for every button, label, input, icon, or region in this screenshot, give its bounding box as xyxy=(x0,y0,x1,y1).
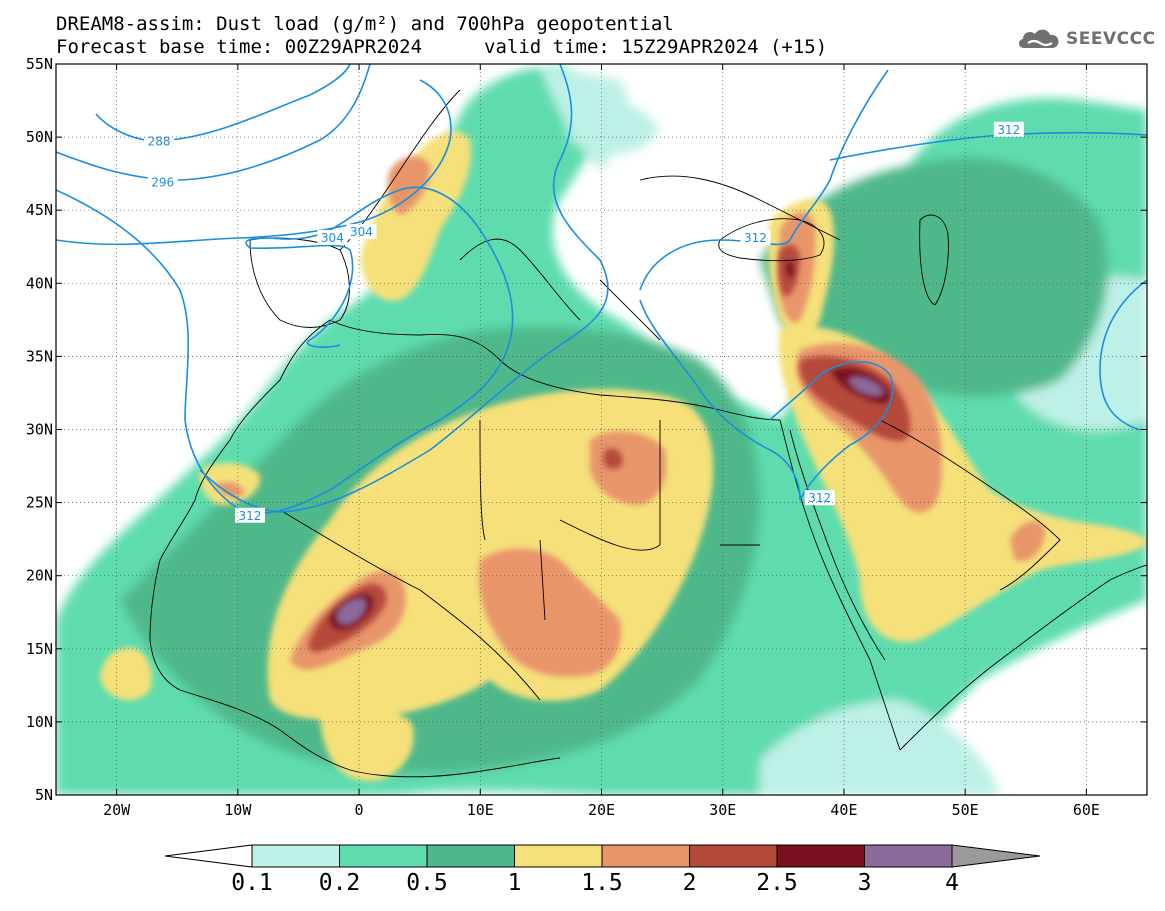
tick-label-lon: 20E xyxy=(588,801,615,819)
axis-ticks: 20W 10W 0 10E 20E 30E 40E 50E 60E 55N 50N 45N 40N 35N… xyxy=(26,55,1147,819)
contour-label-bg xyxy=(234,507,265,523)
dust-field xyxy=(56,66,1147,795)
tick-label-lat: 40N xyxy=(26,274,53,292)
colorbar-label: 3 xyxy=(858,870,872,896)
colorbar-box xyxy=(601,844,690,868)
dust-area-1.0-senegal xyxy=(100,463,414,781)
tick-label-lon: 50E xyxy=(952,801,979,819)
tick-label-lat: 10N xyxy=(26,713,53,731)
forecast-base-time: Forecast base time: 00Z29APR2024 xyxy=(56,36,423,58)
coast-black-sea xyxy=(718,218,825,262)
coast-caspian xyxy=(919,214,949,306)
logo-text: SEEVCCC xyxy=(1066,29,1156,49)
colorbar-box xyxy=(339,844,428,868)
colorbar-label: 2 xyxy=(683,870,697,896)
tick-label-lon: 10E xyxy=(467,801,494,819)
coastlines xyxy=(149,89,1147,778)
colorbar-label: 1 xyxy=(508,870,522,896)
tick-label-lon: 60E xyxy=(1073,801,1100,819)
contour-label: 312 xyxy=(239,509,262,523)
colorbar-box xyxy=(689,844,778,868)
colorbar-box xyxy=(426,844,515,868)
valid-time: valid time: 15Z29APR2024 (+15) xyxy=(484,36,828,58)
colorbar-min-arrow xyxy=(164,844,253,868)
colorbar-box xyxy=(514,844,603,868)
tick-label-lon: 30E xyxy=(709,801,736,819)
tick-label-lat: 25N xyxy=(26,494,53,512)
contour-label-bg xyxy=(346,224,377,240)
contour-288 xyxy=(95,64,351,142)
dust-area-1.0-france xyxy=(360,131,471,301)
tick-label-lat: 5N xyxy=(35,786,53,804)
contour-label-bg xyxy=(147,174,178,190)
coast-arabia xyxy=(879,419,1147,751)
coast-iberia xyxy=(249,237,350,328)
contour-label-bg xyxy=(317,229,348,245)
contour-296 xyxy=(56,64,371,181)
title-line-2: Forecast base time: 00Z29APR2024 valid ti… xyxy=(56,36,827,58)
cloud-icon xyxy=(1018,29,1059,48)
colorbar-max-arrow xyxy=(951,844,1041,868)
contour-label: 312 xyxy=(808,491,831,505)
coast-europe xyxy=(339,89,841,341)
tick-label-lat: 30N xyxy=(26,421,53,439)
tick-label-lon: 40E xyxy=(830,801,857,819)
contour-label: 312 xyxy=(997,123,1020,137)
contour-label: 304 xyxy=(321,231,344,245)
contour-label: 312 xyxy=(744,231,767,245)
border-sahel xyxy=(279,419,760,701)
colorbar-label: 0.5 xyxy=(406,870,448,896)
colorbar-label: 0.1 xyxy=(231,870,273,896)
colorbar-box xyxy=(251,844,340,868)
contour-label: 304 xyxy=(350,225,373,239)
contour-label: 288 xyxy=(148,134,171,148)
colorbar-label: 1.5 xyxy=(581,870,623,896)
contour-312-west xyxy=(199,64,609,513)
dust-area-0.1 xyxy=(540,66,1147,795)
colorbar: 0.1 0.2 0.5 1 1.5 2 2.5 3 4 xyxy=(164,844,1041,896)
contour-labels: 288 296 304 304 312 312 312 312 xyxy=(144,121,1024,523)
title-line-1: DREAM8-assim: Dust load (g/m²) and 700hP… xyxy=(56,13,674,35)
colorbar-label: 2.5 xyxy=(756,870,798,896)
coast-north-africa xyxy=(329,319,781,421)
colorbar-box xyxy=(864,844,953,868)
tick-label-lon: 0 xyxy=(355,801,364,819)
coast-africa-west xyxy=(149,319,561,778)
geopotential-contours xyxy=(56,64,1147,514)
contour-label-bg xyxy=(804,490,835,506)
colorbar-box xyxy=(776,844,865,868)
colorbar-label: 0.2 xyxy=(319,870,361,896)
tick-label-lon: 20W xyxy=(103,801,131,819)
tick-label-lat: 20N xyxy=(26,567,53,585)
contour-label: 296 xyxy=(151,175,174,189)
tick-label-lat: 35N xyxy=(26,347,53,365)
tick-label-lat: 45N xyxy=(26,201,53,219)
tick-label-lon: 10W xyxy=(224,801,252,819)
tick-label-lat: 55N xyxy=(26,55,53,73)
contour-label-bg xyxy=(993,121,1024,137)
contour-304 xyxy=(56,186,514,514)
tick-label-lat: 50N xyxy=(26,128,53,146)
contour-label-bg xyxy=(144,133,175,149)
contour-label-bg xyxy=(740,229,771,245)
tick-label-lat: 15N xyxy=(26,640,53,658)
colorbar-label: 4 xyxy=(945,870,959,896)
contour-312-east xyxy=(639,69,894,501)
seevccc-logo: SEEVCCC xyxy=(1016,26,1156,52)
